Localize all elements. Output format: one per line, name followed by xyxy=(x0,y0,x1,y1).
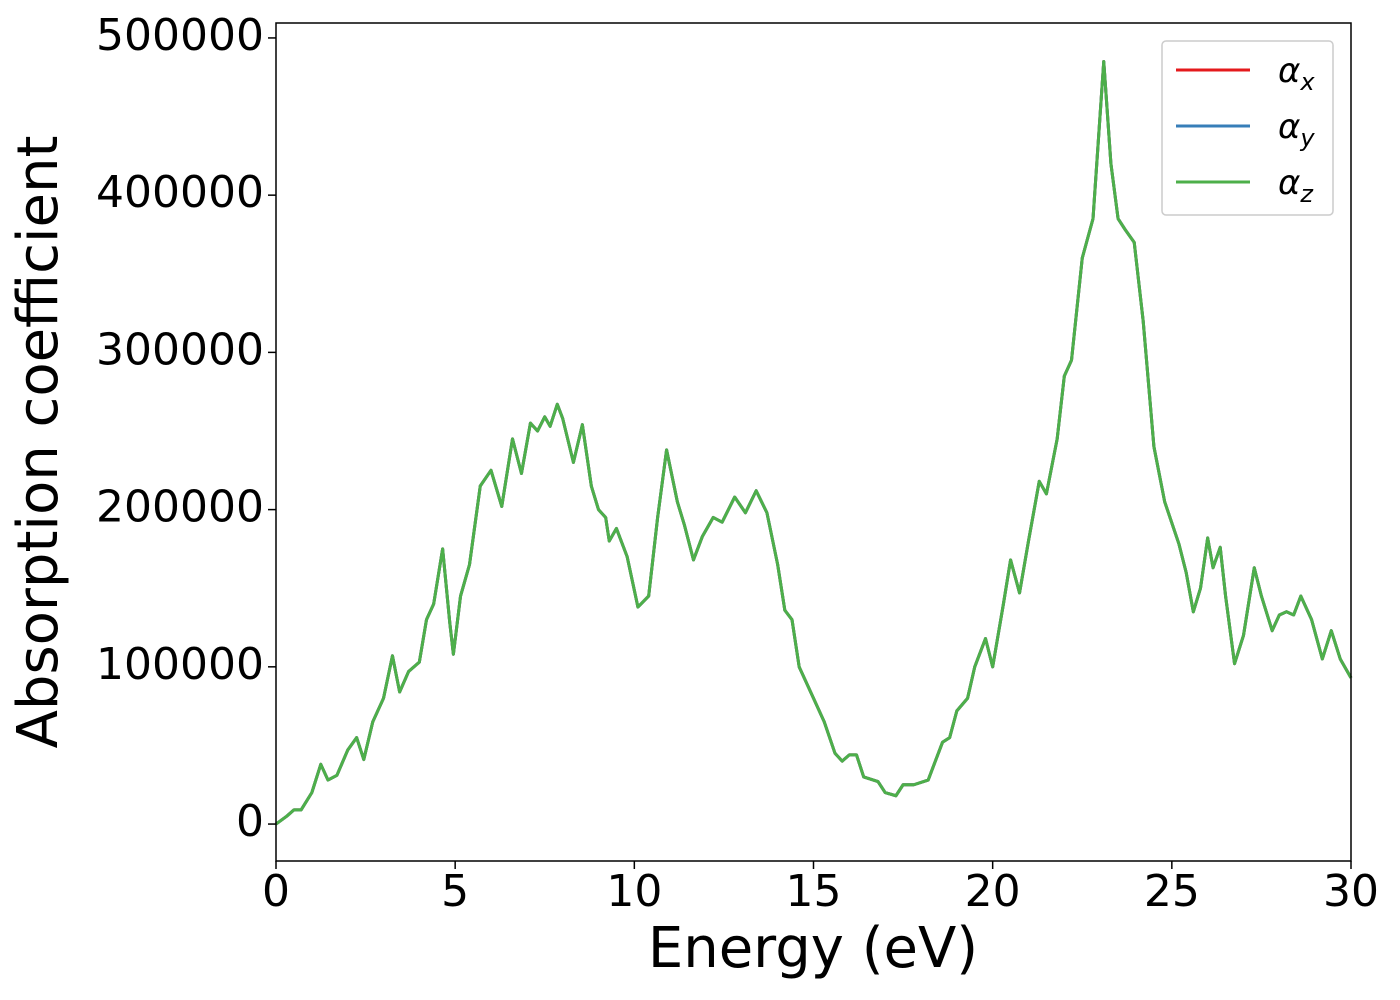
x-tick-label: 30 xyxy=(1323,866,1379,917)
x-tick-label: 15 xyxy=(786,866,842,917)
x-tick-label: 5 xyxy=(441,866,469,917)
y-tick-label: 500000 xyxy=(96,10,264,61)
legend-box xyxy=(1161,40,1334,216)
y-tick-label: 100000 xyxy=(96,639,264,690)
series-line xyxy=(275,60,1353,826)
x-tick-label: 25 xyxy=(1144,866,1200,917)
legend-label: αz xyxy=(1278,163,1314,208)
y-tick-label: 300000 xyxy=(96,324,264,375)
y-tick-label: 0 xyxy=(236,796,264,847)
y-axis-label: Absorption coefficient xyxy=(6,136,71,749)
y-tick-label: 200000 xyxy=(96,482,264,533)
x-tick-label: 20 xyxy=(965,866,1021,917)
x-tick-label: 0 xyxy=(262,866,290,917)
plot-frame xyxy=(275,22,1352,862)
legend-label: αx xyxy=(1278,51,1315,96)
x-tick-label: 10 xyxy=(606,866,662,917)
x-axis-label: Energy (eV) xyxy=(648,916,978,981)
y-tick-label: 400000 xyxy=(96,167,264,218)
legend-label: αy xyxy=(1278,107,1315,152)
